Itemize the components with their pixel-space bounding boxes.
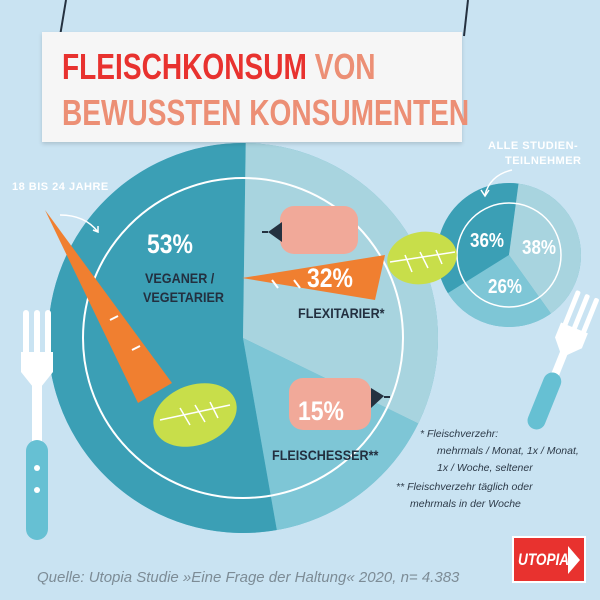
fork-right-icon [527, 290, 599, 430]
source-note: Quelle: Utopia Studie »Eine Frage der Ha… [37, 569, 460, 586]
data-label-flexitarier: 32% [307, 263, 353, 293]
plate-inner-ring-large [82, 177, 404, 499]
leaf-icon [153, 383, 237, 447]
logo-arrow-icon [568, 546, 580, 574]
footnote-1-title: * Fleischverzehr: [420, 428, 499, 440]
carrot-flex-icon [242, 255, 385, 300]
hanging-string-left [59, 0, 67, 37]
category-label-flexitarier: FLEXITARIER* [298, 305, 385, 321]
category-label-fleischesser: FLEISCHESSER** [272, 447, 379, 463]
pie-slice-fleischesser [243, 338, 419, 531]
sausage-icon [262, 206, 358, 254]
footnote-2-line-2: mehrmals in der Woche [410, 498, 521, 510]
data-label-small-vegan: 36% [470, 230, 505, 252]
footnote-2-line-1: ** Fleischverzehr täglich oder [396, 481, 533, 493]
category-label-vegan-1: VEGANER / [145, 270, 215, 286]
data-label-small-flexitarier: 38% [522, 237, 557, 259]
pie-small-slice-fleischesser [447, 255, 551, 327]
pie-large [48, 142, 438, 533]
category-label-vegan-2: VEGETARIER [143, 289, 224, 305]
data-label-fleischesser: 15% [298, 396, 344, 426]
plate-inner-ring-small [456, 202, 562, 308]
title-line-1: FLEISCHKONSUM VON [62, 46, 376, 88]
pie-small [437, 183, 581, 327]
sausage-bottom-icon [289, 378, 390, 430]
data-label-vegan: 53% [147, 229, 193, 259]
age-group-label: 18 BIS 24 JAHRE [12, 181, 109, 193]
all-participants-label-2: TEILNEHMER [505, 155, 582, 167]
hanging-string-right [463, 0, 469, 37]
arrow-all-head-icon [480, 189, 490, 198]
title-main: FLEISCHKONSUM [62, 46, 307, 87]
logo-text: UTOPIA [518, 550, 570, 569]
footnote-1-line-3: 1x / Woche, seltener [437, 462, 533, 474]
arrow-age-icon [59, 214, 99, 233]
utopia-logo: UTOPIA [512, 536, 586, 583]
arrow-all-icon [484, 169, 513, 196]
footnote-1-line-2: mehrmals / Monat, 1x / Monat, [437, 445, 579, 457]
leaf-flex-icon [387, 231, 457, 285]
fork-icon [21, 310, 53, 540]
title-board: FLEISCHKONSUM VON BEWUSSTEN KONSUMENTEN [42, 32, 469, 142]
arrow-age-head-icon [92, 226, 99, 234]
all-participants-label: ALLE STUDIEN- [488, 140, 579, 152]
title-line-2: BEWUSSTEN KONSUMENTEN [62, 92, 470, 133]
pie-small-slice-flexitarier [509, 183, 581, 314]
title-accent: VON [314, 46, 376, 87]
data-label-small-fleischesser: 26% [488, 276, 523, 298]
carrot-icon [45, 210, 172, 403]
